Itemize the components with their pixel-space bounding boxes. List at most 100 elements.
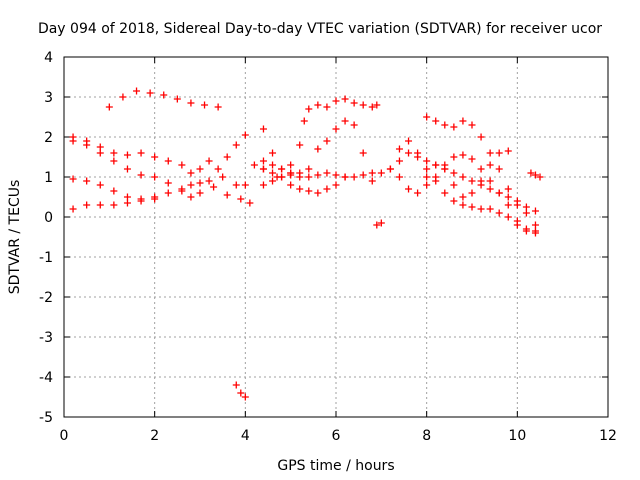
data-point bbox=[123, 151, 131, 159]
data-point bbox=[450, 123, 458, 131]
data-point bbox=[123, 165, 131, 173]
data-point bbox=[350, 121, 358, 129]
data-point bbox=[119, 93, 127, 101]
data-point bbox=[486, 177, 494, 185]
data-point bbox=[241, 181, 249, 189]
data-point bbox=[477, 205, 485, 213]
data-point bbox=[69, 137, 77, 145]
data-point bbox=[459, 201, 467, 209]
data-point bbox=[314, 101, 322, 109]
data-point bbox=[296, 141, 304, 149]
y-tick-label: 1 bbox=[44, 170, 53, 186]
data-point bbox=[450, 197, 458, 205]
data-point bbox=[323, 137, 331, 145]
data-point bbox=[359, 171, 367, 179]
data-point bbox=[151, 195, 159, 203]
data-point bbox=[96, 181, 104, 189]
data-point bbox=[137, 197, 145, 205]
x-tick-label: 2 bbox=[150, 428, 159, 444]
data-point bbox=[146, 89, 154, 97]
data-point bbox=[241, 131, 249, 139]
data-point bbox=[405, 137, 413, 145]
data-point bbox=[187, 169, 195, 177]
data-point bbox=[504, 147, 512, 155]
data-point bbox=[359, 101, 367, 109]
data-point bbox=[178, 161, 186, 169]
chart-title: Day 094 of 2018, Sidereal Day-to-day VTE… bbox=[38, 21, 602, 37]
data-point bbox=[513, 201, 521, 209]
series-arc-8 bbox=[259, 125, 349, 197]
data-point bbox=[187, 193, 195, 201]
data-point bbox=[368, 103, 376, 111]
data-point bbox=[269, 149, 277, 157]
data-point bbox=[223, 153, 231, 161]
data-point bbox=[137, 149, 145, 157]
data-point bbox=[296, 173, 304, 181]
data-point bbox=[504, 213, 512, 221]
data-point bbox=[332, 171, 340, 179]
data-point bbox=[531, 221, 539, 229]
data-point bbox=[133, 87, 141, 95]
x-tick-label: 8 bbox=[422, 428, 431, 444]
data-point bbox=[237, 195, 245, 203]
data-point bbox=[450, 169, 458, 177]
data-point bbox=[459, 173, 467, 181]
x-axis-label: GPS time / hours bbox=[277, 458, 394, 474]
data-point bbox=[468, 189, 476, 197]
data-point bbox=[441, 165, 449, 173]
data-point bbox=[513, 217, 521, 225]
data-point bbox=[477, 165, 485, 173]
data-point bbox=[450, 153, 458, 161]
data-point bbox=[160, 91, 168, 99]
y-tick-label: 2 bbox=[44, 130, 53, 146]
data-point bbox=[504, 201, 512, 209]
data-point bbox=[110, 187, 118, 195]
data-point bbox=[377, 219, 385, 227]
data-point bbox=[210, 183, 218, 191]
data-point bbox=[305, 187, 313, 195]
data-point bbox=[423, 157, 431, 165]
data-point bbox=[373, 221, 381, 229]
series-arc-7 bbox=[259, 149, 539, 215]
data-point bbox=[350, 173, 358, 181]
data-point bbox=[477, 177, 485, 185]
data-point bbox=[468, 155, 476, 163]
data-point bbox=[486, 205, 494, 213]
data-point bbox=[323, 185, 331, 193]
data-point bbox=[459, 151, 467, 159]
data-point bbox=[450, 181, 458, 189]
x-tick-label: 12 bbox=[599, 428, 617, 444]
data-point bbox=[137, 171, 145, 179]
data-point bbox=[414, 189, 422, 197]
data-point bbox=[250, 161, 258, 169]
data-point bbox=[300, 117, 308, 125]
data-point bbox=[123, 199, 131, 207]
y-tick-label: 3 bbox=[44, 90, 53, 106]
data-point bbox=[259, 181, 267, 189]
data-point bbox=[259, 165, 267, 173]
y-tick-label: -5 bbox=[39, 410, 53, 426]
data-point bbox=[96, 143, 104, 151]
data-point bbox=[395, 145, 403, 153]
data-point bbox=[232, 141, 240, 149]
data-point bbox=[395, 157, 403, 165]
data-point bbox=[386, 165, 394, 173]
data-point bbox=[110, 201, 118, 209]
y-tick-label: 0 bbox=[44, 210, 53, 226]
data-point bbox=[187, 99, 195, 107]
data-point bbox=[164, 157, 172, 165]
data-point bbox=[105, 103, 113, 111]
y-tick-label: -4 bbox=[39, 370, 53, 386]
data-point bbox=[314, 145, 322, 153]
data-point bbox=[287, 169, 295, 177]
data-point bbox=[504, 193, 512, 201]
data-point bbox=[214, 165, 222, 173]
data-point bbox=[432, 173, 440, 181]
data-point bbox=[110, 157, 118, 165]
y-tick-label: -2 bbox=[39, 290, 53, 306]
data-point bbox=[296, 185, 304, 193]
data-point bbox=[423, 181, 431, 189]
data-point bbox=[232, 181, 240, 189]
